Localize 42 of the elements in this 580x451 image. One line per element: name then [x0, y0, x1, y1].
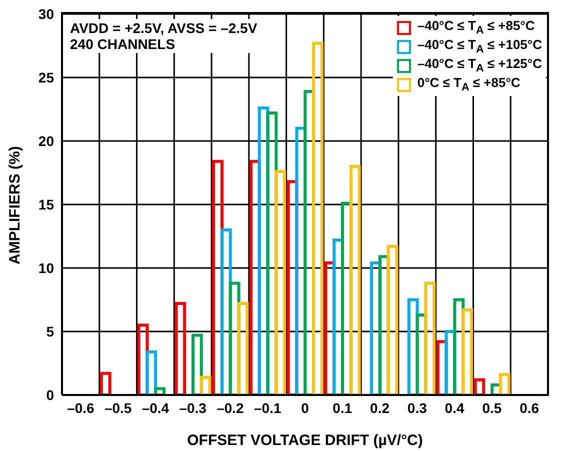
- bar: [100, 372, 112, 395]
- x-tick-label: 0.3: [407, 400, 428, 416]
- bar: [498, 373, 510, 395]
- bar: [349, 164, 361, 395]
- y-tick-label: 30: [38, 6, 54, 22]
- y-tick-label: 20: [38, 132, 54, 149]
- bar: [424, 282, 436, 395]
- y-axis-title: AMPLIFIERS (%): [6, 146, 24, 264]
- legend-label: –40°C ≤ T$_{A}$ ≤ +85°C: [417, 18, 535, 37]
- y-tick-label: 25: [38, 69, 54, 86]
- x-tick-label: 0.4: [444, 400, 464, 416]
- y-tick-label: 10: [38, 260, 54, 276]
- y-tick-label: 15: [38, 196, 54, 212]
- legend-label: –40°C ≤ T$_{A}$ ≤ +125°C: [417, 56, 542, 75]
- bar: [146, 350, 158, 395]
- annotation: 240 CHANNELS: [70, 36, 176, 52]
- x-tick-label: 0: [301, 400, 310, 416]
- legend-label: –40°C ≤ T$_{A}$ ≤ +105°C: [417, 37, 542, 56]
- bar: [154, 387, 166, 395]
- x-axis-title: OFFSET VOLTAGE DRIFT (µV/°C): [187, 432, 423, 449]
- x-tick-label: 0.6: [520, 400, 540, 416]
- bar: [174, 302, 186, 395]
- x-tick-label: 0.2: [370, 400, 390, 416]
- bar: [200, 376, 212, 395]
- x-tick-label: –0.1: [254, 400, 282, 416]
- y-tick-label: 0: [46, 386, 54, 403]
- x-tick-label: –0.2: [216, 400, 244, 416]
- bar: [386, 244, 398, 395]
- annotation: AVDD = +2.5V, AVSS = –2.5V: [70, 20, 258, 36]
- bar: [237, 302, 249, 395]
- bar: [474, 378, 486, 395]
- y-tick-label: 5: [46, 323, 54, 340]
- x-tick-label: –0.3: [179, 400, 207, 416]
- x-tick-label: 0.5: [482, 400, 502, 416]
- x-tick-label: 0.1: [332, 400, 352, 416]
- legend-label: 0°C ≤ T$_{A}$ ≤ +85°C: [417, 75, 520, 94]
- bar: [462, 308, 473, 395]
- x-tick-label: –0.4: [142, 400, 170, 416]
- bar: [274, 170, 286, 395]
- x-tick-label: –0.6: [67, 400, 95, 416]
- x-tick-label: –0.5: [104, 400, 132, 416]
- bar: [312, 42, 324, 395]
